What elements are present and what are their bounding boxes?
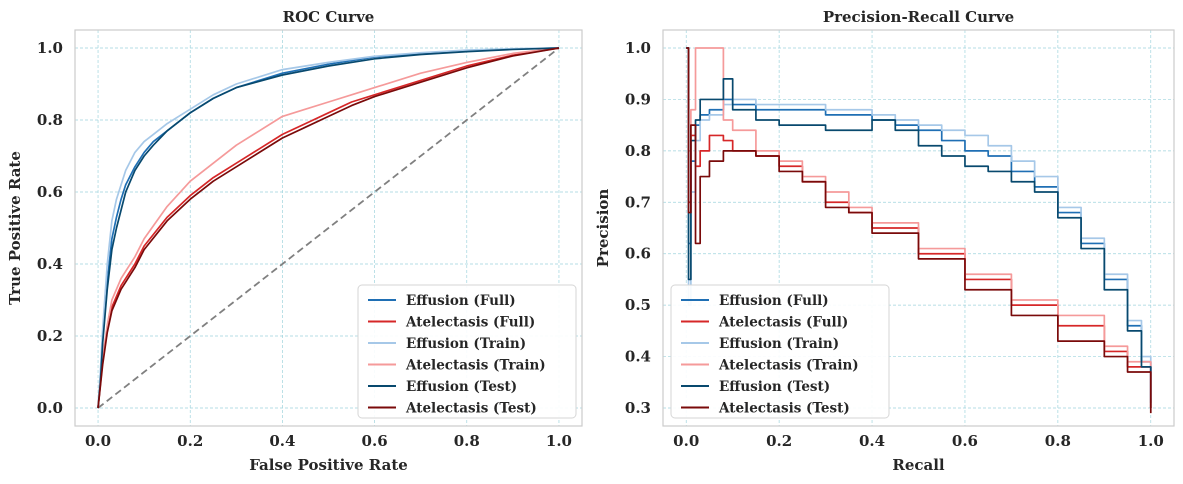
y-axis-label: Precision — [594, 189, 612, 268]
x-tick-label: 0.0 — [673, 432, 699, 450]
gridlines — [663, 30, 1174, 426]
legend-label: Atelectasis (Full) — [405, 315, 535, 331]
series-line-effusion-test — [97, 47, 559, 409]
y-tick-label: 0.3 — [625, 399, 651, 417]
chart-title: Precision-Recall Curve — [823, 8, 1014, 26]
axes-frame — [662, 29, 1175, 427]
series-line-atelectasis-train — [97, 47, 560, 409]
y-tick-label: 0.6 — [37, 183, 63, 201]
legend-label: Effusion (Train) — [719, 336, 839, 352]
x-tick-label: 0.0 — [85, 432, 111, 450]
legend-label: Atelectasis (Train) — [718, 358, 859, 374]
series-lines — [686, 47, 1152, 414]
chart-panel-roc: 0.0 0.2 0.4 0.6 0.8 1.0 0.0 0.2 0.4 0.6 0.8 1.0 ROC … — [6, 8, 583, 474]
series-line-atelectasis-test — [686, 47, 1152, 414]
series-line-atelectasis-full — [97, 47, 560, 409]
series-line-effusion-train — [97, 47, 559, 409]
x-tick-label: 1.0 — [1138, 432, 1164, 450]
legend-label: Atelectasis (Full) — [718, 315, 848, 331]
legend: Effusion (Full) Atelectasis (Full) Effusio… — [357, 284, 577, 419]
chart-panel-pr: 0.0 0.2 0.4 0.6 0.8 1.0 0.3 0.4 0.5 0.6 0.7 0.8 0.9 1… — [594, 8, 1175, 474]
x-tick-label: 0.2 — [766, 432, 792, 450]
x-tick-label: 0.6 — [362, 432, 388, 450]
legend-box — [357, 284, 577, 419]
y-tick-label: 1.0 — [625, 39, 651, 57]
y-tick-label: 0.9 — [625, 90, 651, 108]
y-axis-label: True Positive Rate — [6, 151, 24, 305]
x-tick-label: 0.4 — [269, 432, 295, 450]
x-tick-label: 0.8 — [1045, 432, 1071, 450]
x-tick-label: 0.2 — [177, 432, 203, 450]
x-axis-label: Recall — [892, 456, 945, 474]
legend-label: Effusion (Test) — [406, 379, 517, 395]
y-tick-label: 0.8 — [37, 111, 63, 129]
series-line-effusion-test — [686, 47, 1152, 408]
y-tick-label: 0.4 — [625, 348, 651, 366]
legend-label: Effusion (Full) — [406, 293, 516, 309]
y-tick-label: 0.8 — [625, 142, 651, 160]
series-line-effusion-train — [686, 47, 1152, 398]
legend-box — [670, 284, 890, 419]
x-tick-label: 1.0 — [546, 432, 572, 450]
x-tick-label: 0.6 — [952, 432, 978, 450]
legend-label: Atelectasis (Train) — [405, 358, 546, 374]
legend-label: Atelectasis (Test) — [405, 401, 537, 417]
axes-frame — [74, 29, 583, 427]
x-tick-label: 0.8 — [454, 432, 480, 450]
y-tick-label: 0.5 — [625, 296, 651, 314]
diagonal-reference-line — [97, 47, 560, 409]
y-tick-label: 0.4 — [37, 255, 63, 273]
y-tick-label: 0.0 — [37, 399, 63, 417]
y-tick-label: 0.2 — [37, 327, 63, 345]
chart-title: ROC Curve — [283, 8, 375, 26]
series-line-atelectasis-test — [97, 47, 560, 409]
x-tick-label: 0.4 — [859, 432, 885, 450]
y-tick-label: 0.7 — [625, 193, 651, 211]
series-lines — [97, 47, 560, 409]
series-line-atelectasis-train — [686, 47, 1152, 408]
legend-label: Effusion (Test) — [719, 379, 830, 395]
legend-label: Effusion (Train) — [406, 336, 526, 352]
y-tick-label: 0.6 — [625, 245, 651, 263]
legend: Effusion (Full) Atelectasis (Full) Effusio… — [670, 284, 890, 419]
legend-label: Atelectasis (Test) — [718, 401, 850, 417]
legend-label: Effusion (Full) — [719, 293, 829, 309]
y-tick-label: 1.0 — [37, 39, 63, 57]
x-axis-label: False Positive Rate — [249, 456, 408, 474]
